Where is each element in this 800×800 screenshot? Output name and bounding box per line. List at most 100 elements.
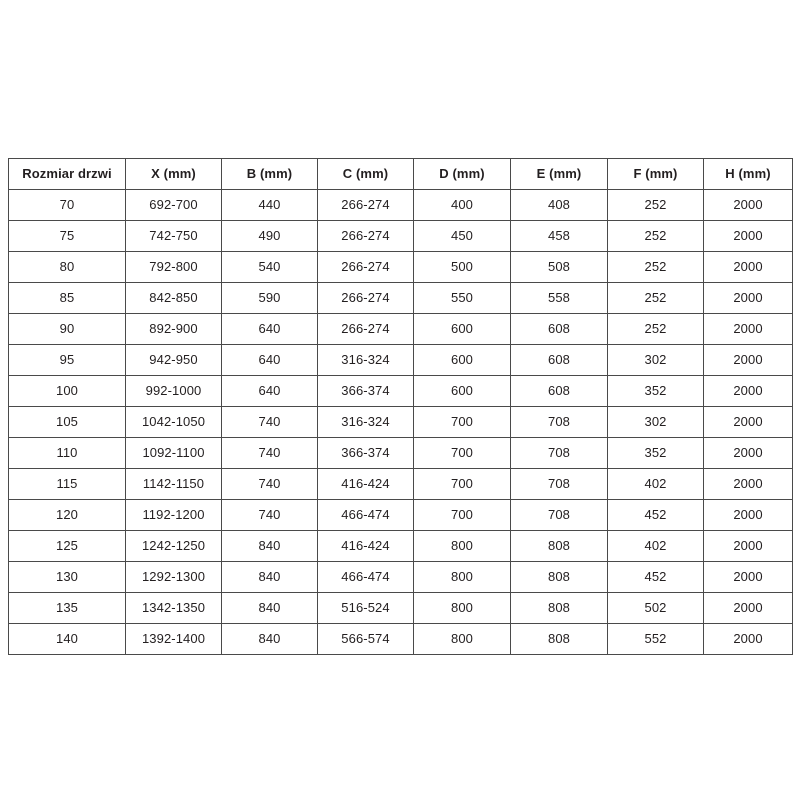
cell-h: 2000 xyxy=(703,375,793,407)
column-header-rozmiar-drzwi: Rozmiar drzwi xyxy=(8,158,126,190)
column-header-d: D (mm) xyxy=(413,158,511,190)
cell-size: 130 xyxy=(8,561,126,593)
cell-size: 70 xyxy=(8,189,126,221)
cell-f: 252 xyxy=(607,282,704,314)
cell-d: 700 xyxy=(413,499,511,531)
cell-b: 440 xyxy=(221,189,318,221)
cell-f: 302 xyxy=(607,344,704,376)
cell-b: 840 xyxy=(221,623,318,655)
cell-f: 502 xyxy=(607,592,704,624)
cell-d: 700 xyxy=(413,437,511,469)
table-row: 95 942-950 640 316-324 600 608 302 2000 xyxy=(8,344,793,376)
cell-h: 2000 xyxy=(703,406,793,438)
cell-size: 110 xyxy=(8,437,126,469)
cell-c: 266-274 xyxy=(317,220,414,252)
table-row: 140 1392-1400 840 566-574 800 808 552 20… xyxy=(8,623,793,655)
cell-c: 266-274 xyxy=(317,189,414,221)
cell-f: 302 xyxy=(607,406,704,438)
cell-c: 416-424 xyxy=(317,530,414,562)
cell-f: 452 xyxy=(607,561,704,593)
cell-f: 252 xyxy=(607,251,704,283)
cell-size: 90 xyxy=(8,313,126,345)
cell-d: 450 xyxy=(413,220,511,252)
table-row: 125 1242-1250 840 416-424 800 808 402 20… xyxy=(8,530,793,562)
cell-x: 1142-1150 xyxy=(125,468,222,500)
cell-x: 1042-1050 xyxy=(125,406,222,438)
cell-b: 590 xyxy=(221,282,318,314)
cell-f: 352 xyxy=(607,437,704,469)
cell-b: 740 xyxy=(221,468,318,500)
cell-b: 490 xyxy=(221,220,318,252)
cell-x: 842-850 xyxy=(125,282,222,314)
cell-x: 742-750 xyxy=(125,220,222,252)
cell-b: 740 xyxy=(221,406,318,438)
cell-f: 552 xyxy=(607,623,704,655)
cell-d: 800 xyxy=(413,561,511,593)
cell-size: 100 xyxy=(8,375,126,407)
cell-d: 600 xyxy=(413,313,511,345)
column-header-b: B (mm) xyxy=(221,158,318,190)
cell-x: 992-1000 xyxy=(125,375,222,407)
cell-size: 115 xyxy=(8,468,126,500)
table-row: 70 692-700 440 266-274 400 408 252 2000 xyxy=(8,189,793,221)
column-header-x: X (mm) xyxy=(125,158,222,190)
cell-b: 740 xyxy=(221,499,318,531)
cell-c: 566-574 xyxy=(317,623,414,655)
cell-b: 840 xyxy=(221,530,318,562)
cell-f: 252 xyxy=(607,220,704,252)
cell-e: 608 xyxy=(510,313,608,345)
cell-b: 840 xyxy=(221,592,318,624)
cell-e: 708 xyxy=(510,468,608,500)
cell-e: 708 xyxy=(510,437,608,469)
column-header-c: C (mm) xyxy=(317,158,414,190)
table-row: 100 992-1000 640 366-374 600 608 352 200… xyxy=(8,375,793,407)
cell-x: 792-800 xyxy=(125,251,222,283)
cell-d: 550 xyxy=(413,282,511,314)
cell-size: 125 xyxy=(8,530,126,562)
cell-h: 2000 xyxy=(703,561,793,593)
cell-b: 840 xyxy=(221,561,318,593)
table-row: 130 1292-1300 840 466-474 800 808 452 20… xyxy=(8,561,793,593)
cell-f: 252 xyxy=(607,189,704,221)
cell-c: 266-274 xyxy=(317,313,414,345)
cell-h: 2000 xyxy=(703,530,793,562)
cell-h: 2000 xyxy=(703,313,793,345)
cell-d: 600 xyxy=(413,375,511,407)
cell-h: 2000 xyxy=(703,251,793,283)
cell-x: 1342-1350 xyxy=(125,592,222,624)
table-row: 75 742-750 490 266-274 450 458 252 2000 xyxy=(8,220,793,252)
cell-x: 942-950 xyxy=(125,344,222,376)
column-header-e: E (mm) xyxy=(510,158,608,190)
cell-c: 266-274 xyxy=(317,251,414,283)
cell-h: 2000 xyxy=(703,623,793,655)
table-body: 70 692-700 440 266-274 400 408 252 2000 … xyxy=(8,189,793,655)
cell-e: 808 xyxy=(510,561,608,593)
cell-x: 892-900 xyxy=(125,313,222,345)
table-row: 115 1142-1150 740 416-424 700 708 402 20… xyxy=(8,468,793,500)
cell-e: 458 xyxy=(510,220,608,252)
column-header-f: F (mm) xyxy=(607,158,704,190)
cell-c: 366-374 xyxy=(317,375,414,407)
cell-e: 708 xyxy=(510,406,608,438)
cell-d: 800 xyxy=(413,623,511,655)
table-header-row: Rozmiar drzwi X (mm) B (mm) C (mm) D (mm… xyxy=(8,158,793,190)
cell-f: 402 xyxy=(607,530,704,562)
table-row: 105 1042-1050 740 316-324 700 708 302 20… xyxy=(8,406,793,438)
cell-d: 500 xyxy=(413,251,511,283)
cell-f: 452 xyxy=(607,499,704,531)
cell-size: 95 xyxy=(8,344,126,376)
cell-b: 640 xyxy=(221,375,318,407)
cell-h: 2000 xyxy=(703,282,793,314)
cell-b: 540 xyxy=(221,251,318,283)
cell-h: 2000 xyxy=(703,189,793,221)
table-row: 135 1342-1350 840 516-524 800 808 502 20… xyxy=(8,592,793,624)
cell-b: 640 xyxy=(221,313,318,345)
cell-size: 120 xyxy=(8,499,126,531)
cell-h: 2000 xyxy=(703,468,793,500)
cell-e: 708 xyxy=(510,499,608,531)
cell-x: 1292-1300 xyxy=(125,561,222,593)
cell-c: 416-424 xyxy=(317,468,414,500)
cell-size: 135 xyxy=(8,592,126,624)
cell-c: 466-474 xyxy=(317,499,414,531)
cell-e: 608 xyxy=(510,344,608,376)
